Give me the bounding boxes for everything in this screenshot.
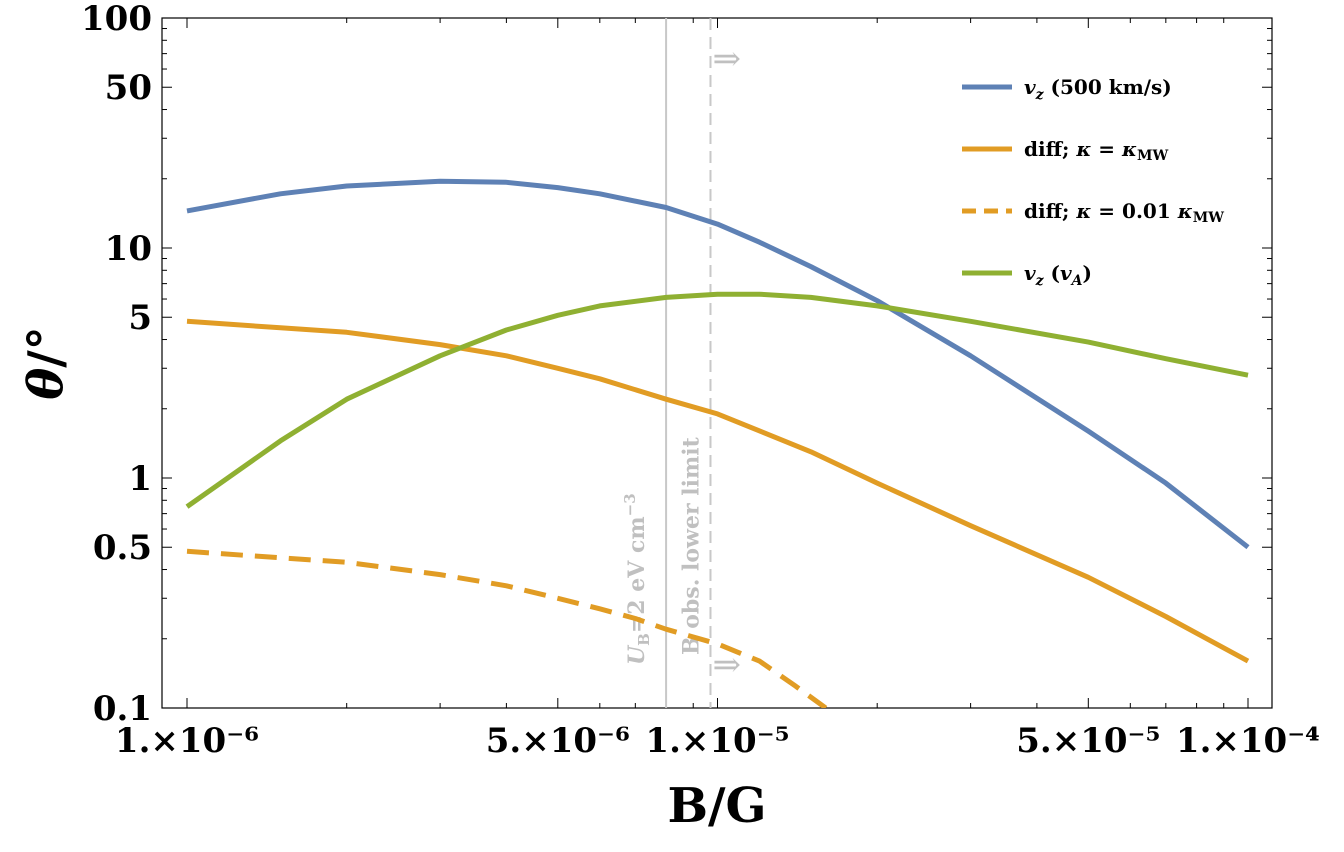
y-tick-label: 50	[105, 68, 152, 108]
x-tick-label: 5.×10⁻⁵	[1016, 721, 1160, 761]
b-obs-lower-limit-label: B obs. lower limit	[678, 436, 704, 655]
series-line-4	[185, 291, 1249, 509]
series-line-1	[186, 178, 1250, 550]
y-tick-label: 0.1	[93, 689, 152, 729]
right-arrow-icon: ⇒	[712, 39, 741, 79]
x-tick-label: 1.×10⁻⁶	[115, 721, 259, 761]
x-axis-title: B/G	[667, 778, 766, 834]
ub-energy-label: UB=2 eV cm−3	[621, 493, 653, 665]
series-line-3	[186, 548, 828, 708]
legend-label-4: vz (vA)	[1024, 261, 1092, 289]
axis-labels: B/G θ/°	[18, 326, 767, 834]
x-tick-label: 1.×10⁻⁴	[1176, 721, 1320, 761]
y-tick-label: 5	[128, 298, 152, 338]
series	[185, 178, 1250, 708]
axis-ticks: 0.1 0.5 1 5 10 50 100 1.×10⁻⁶ 5.×10⁻⁶ 1.×10⁻⁵ 5.×1…	[81, 0, 1320, 761]
y-axis-title: θ/°	[18, 326, 74, 400]
y-tick-label: 1	[128, 459, 152, 499]
y-tick-label: 0.5	[93, 528, 152, 568]
x-tick-label: 1.×10⁻⁵	[645, 721, 789, 761]
legend-label-1: vz (500 km/s)	[1024, 75, 1172, 103]
legend-label-2: diff; κ = κMW	[1024, 137, 1169, 164]
legend: vz (500 km/s) diff; κ = κMW diff; κ = 0.01…	[962, 75, 1224, 289]
x-tick-label: 5.×10⁻⁶	[486, 721, 630, 761]
y-tick-label: 100	[81, 0, 152, 39]
plot-frame	[161, 17, 1273, 709]
legend-label-3: diff; κ = 0.01 κMW	[1024, 199, 1224, 226]
plot-border	[161, 17, 1273, 709]
y-tick-label: 10	[105, 229, 152, 269]
annotations: UB=2 eV cm−3 B obs. lower limit⇒⇒	[621, 18, 741, 708]
series-line-2	[186, 318, 1250, 664]
